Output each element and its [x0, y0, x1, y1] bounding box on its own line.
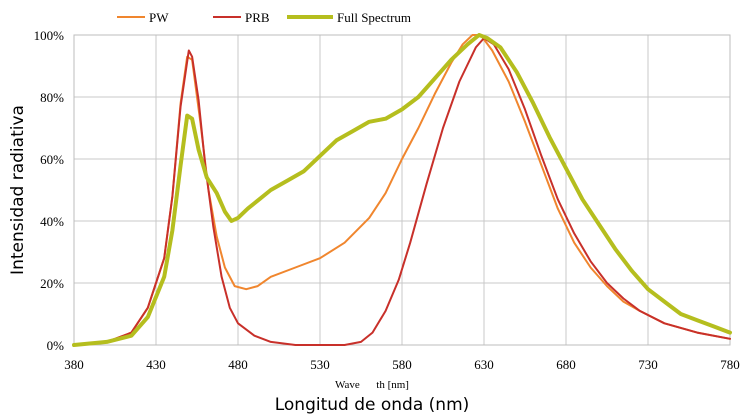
y-tick-label: 20%	[40, 276, 64, 291]
x-axis-underlay-label: Wave th [nm]	[335, 379, 409, 391]
y-tick-label: 60%	[40, 152, 64, 167]
series-line-full-spectrum	[72, 33, 732, 347]
x-tick-label: 630	[474, 357, 494, 372]
legend-label-pw: PW	[149, 10, 169, 25]
x-tick-label: 580	[392, 357, 412, 372]
x-tick-label: 480	[228, 357, 248, 372]
x-tick-label: 680	[556, 357, 576, 372]
plot-area	[73, 34, 731, 346]
legend-label-prb: PRB	[245, 10, 270, 25]
legend-label-full-spectrum: Full Spectrum	[337, 10, 411, 25]
x-axis-title: Longitud de onda (nm)	[275, 395, 470, 415]
y-tick-label: 100%	[34, 28, 65, 43]
x-tick-label: 780	[720, 357, 740, 372]
series-line-prb	[73, 37, 731, 346]
x-tick-label: 530	[310, 357, 330, 372]
series-layer	[72, 33, 732, 347]
y-axis-title: Intensidad radiativa	[8, 105, 28, 275]
y-tick-label: 80%	[40, 90, 64, 105]
x-tick-label: 730	[638, 357, 658, 372]
tick-labels: 380 430 480 530 580 630 680 730 780 0% 20% 40% 60% 80…	[34, 28, 740, 372]
x-tick-label: 380	[64, 357, 84, 372]
y-tick-label: 40%	[40, 214, 64, 229]
x-tick-label: 430	[146, 357, 166, 372]
legend: PW PRB Full Spectrum	[117, 10, 411, 25]
y-tick-label: 0%	[47, 338, 65, 353]
